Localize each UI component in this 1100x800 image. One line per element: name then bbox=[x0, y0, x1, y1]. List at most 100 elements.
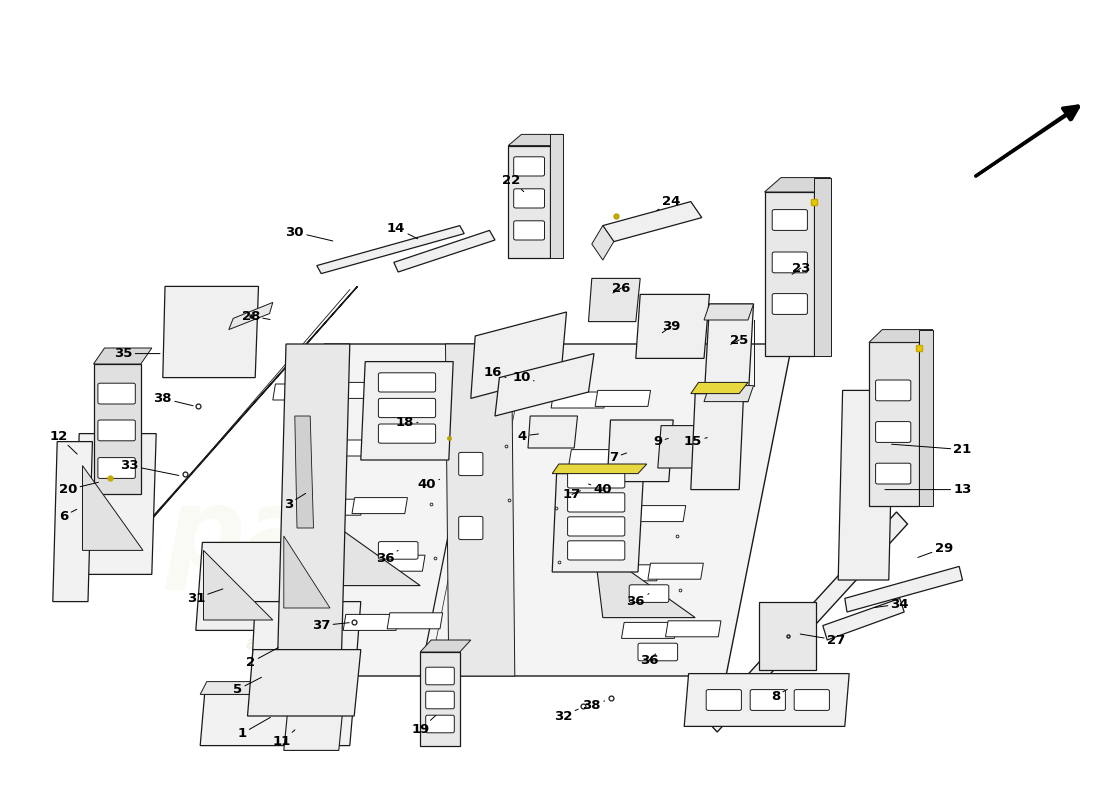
Polygon shape bbox=[53, 442, 92, 602]
Text: 40: 40 bbox=[588, 483, 612, 496]
FancyBboxPatch shape bbox=[98, 383, 135, 404]
Polygon shape bbox=[319, 514, 420, 586]
Text: 29: 29 bbox=[917, 542, 953, 558]
Polygon shape bbox=[604, 565, 659, 581]
Text: 15: 15 bbox=[684, 435, 707, 448]
FancyBboxPatch shape bbox=[750, 690, 785, 710]
Text: 2: 2 bbox=[246, 648, 278, 669]
Polygon shape bbox=[343, 614, 398, 630]
Text: 38: 38 bbox=[154, 392, 194, 406]
Text: 36: 36 bbox=[627, 594, 649, 608]
Polygon shape bbox=[552, 464, 647, 474]
Text: 28: 28 bbox=[242, 310, 271, 322]
Text: 37: 37 bbox=[312, 619, 349, 632]
FancyBboxPatch shape bbox=[426, 691, 454, 709]
Text: 4: 4 bbox=[518, 430, 538, 442]
FancyBboxPatch shape bbox=[568, 493, 625, 512]
Polygon shape bbox=[552, 474, 644, 572]
Polygon shape bbox=[569, 450, 624, 466]
Text: 11: 11 bbox=[273, 730, 295, 748]
Polygon shape bbox=[814, 178, 830, 356]
FancyBboxPatch shape bbox=[514, 157, 544, 176]
Polygon shape bbox=[508, 134, 563, 146]
Polygon shape bbox=[229, 302, 273, 330]
Polygon shape bbox=[82, 466, 143, 550]
FancyBboxPatch shape bbox=[514, 221, 544, 240]
FancyBboxPatch shape bbox=[876, 422, 911, 442]
Text: ion: ion bbox=[475, 578, 669, 686]
FancyBboxPatch shape bbox=[426, 667, 454, 685]
Polygon shape bbox=[352, 498, 407, 514]
Text: 35: 35 bbox=[114, 347, 160, 360]
Polygon shape bbox=[308, 499, 363, 515]
FancyBboxPatch shape bbox=[378, 373, 436, 392]
FancyBboxPatch shape bbox=[514, 189, 544, 208]
Text: 31: 31 bbox=[187, 589, 223, 605]
Text: 36: 36 bbox=[640, 654, 658, 666]
Text: 23: 23 bbox=[792, 262, 810, 274]
Text: 5: 5 bbox=[233, 678, 262, 696]
Polygon shape bbox=[258, 344, 792, 676]
Polygon shape bbox=[326, 557, 381, 573]
Text: 6: 6 bbox=[59, 510, 77, 522]
Text: 20: 20 bbox=[59, 482, 99, 496]
Polygon shape bbox=[130, 286, 358, 542]
FancyBboxPatch shape bbox=[772, 294, 807, 314]
Text: 16: 16 bbox=[484, 366, 506, 378]
Polygon shape bbox=[759, 602, 816, 670]
Polygon shape bbox=[284, 706, 343, 750]
Text: 36: 36 bbox=[376, 550, 398, 565]
Polygon shape bbox=[420, 640, 471, 652]
Polygon shape bbox=[636, 294, 710, 358]
Polygon shape bbox=[586, 507, 641, 523]
Polygon shape bbox=[595, 390, 650, 406]
Polygon shape bbox=[196, 542, 284, 630]
Text: 9: 9 bbox=[653, 435, 669, 448]
Polygon shape bbox=[277, 344, 350, 674]
Polygon shape bbox=[387, 613, 442, 629]
Text: 14: 14 bbox=[387, 222, 418, 238]
Polygon shape bbox=[684, 674, 849, 726]
Text: 30: 30 bbox=[286, 226, 333, 241]
FancyBboxPatch shape bbox=[876, 463, 911, 484]
Polygon shape bbox=[94, 348, 152, 364]
FancyBboxPatch shape bbox=[629, 585, 669, 602]
Text: 27: 27 bbox=[800, 634, 845, 646]
Text: 24: 24 bbox=[657, 195, 680, 210]
Text: 12: 12 bbox=[50, 430, 77, 454]
Polygon shape bbox=[594, 546, 695, 618]
Polygon shape bbox=[528, 416, 578, 448]
Polygon shape bbox=[592, 226, 614, 260]
Polygon shape bbox=[75, 434, 156, 574]
Polygon shape bbox=[394, 230, 495, 272]
Polygon shape bbox=[290, 442, 345, 458]
Polygon shape bbox=[495, 354, 594, 416]
FancyBboxPatch shape bbox=[568, 541, 625, 560]
Polygon shape bbox=[666, 621, 720, 637]
FancyBboxPatch shape bbox=[638, 643, 678, 661]
Polygon shape bbox=[200, 682, 358, 694]
Polygon shape bbox=[273, 384, 328, 400]
Polygon shape bbox=[607, 420, 673, 482]
Text: 32: 32 bbox=[554, 709, 579, 722]
Polygon shape bbox=[446, 344, 515, 676]
Polygon shape bbox=[204, 550, 273, 620]
Text: ss: ss bbox=[352, 530, 484, 638]
Text: 22: 22 bbox=[503, 174, 524, 192]
Text: 1: 1 bbox=[238, 718, 271, 740]
Polygon shape bbox=[704, 304, 754, 402]
Polygon shape bbox=[420, 652, 460, 746]
Polygon shape bbox=[471, 312, 566, 398]
Polygon shape bbox=[603, 202, 702, 242]
FancyBboxPatch shape bbox=[378, 398, 436, 418]
Text: 10: 10 bbox=[513, 371, 535, 384]
Polygon shape bbox=[550, 134, 563, 258]
Polygon shape bbox=[869, 342, 918, 506]
Text: 38: 38 bbox=[583, 699, 605, 712]
Text: 18: 18 bbox=[396, 416, 418, 429]
Polygon shape bbox=[163, 286, 258, 378]
Text: 3: 3 bbox=[284, 494, 306, 510]
Text: 39: 39 bbox=[662, 320, 680, 333]
FancyBboxPatch shape bbox=[794, 690, 829, 710]
FancyBboxPatch shape bbox=[772, 252, 807, 273]
